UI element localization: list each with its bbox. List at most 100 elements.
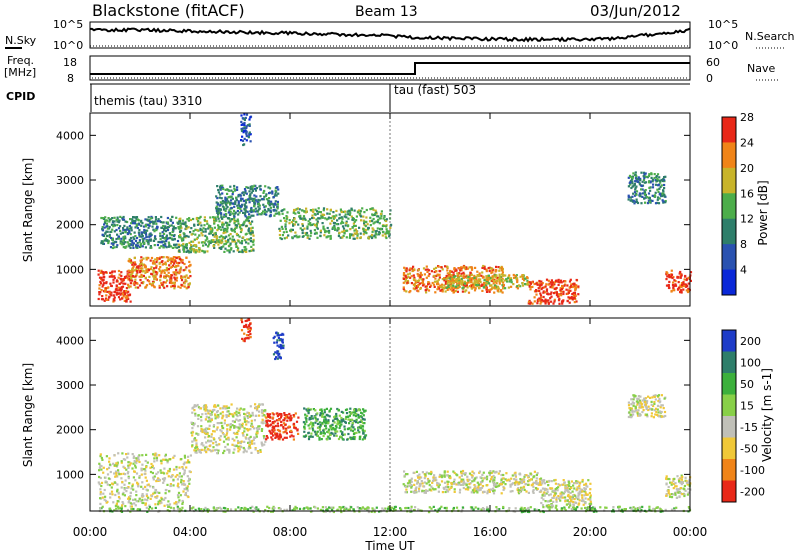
velocity-pixel [538, 483, 541, 486]
power-pixel [144, 246, 147, 249]
power-pixel [187, 286, 190, 289]
power-pixel [344, 213, 347, 216]
power-pixel [227, 234, 231, 237]
power-pixel [661, 194, 664, 198]
power-pixel [194, 251, 197, 254]
velocity-pixel [193, 439, 196, 442]
velocity-pixel [533, 470, 536, 473]
power-pixel [627, 194, 630, 197]
velocity-pixel [322, 434, 325, 438]
power-pixel [98, 284, 101, 287]
velocity-pixel [196, 425, 200, 428]
power-pixel [182, 239, 185, 242]
velocity-pixel [153, 460, 156, 463]
velocity-pixel [271, 438, 274, 441]
velocity-pixel [316, 422, 320, 426]
power-scatter-band [215, 184, 280, 218]
power-pixel [145, 258, 148, 261]
velocity-pixel [233, 425, 236, 428]
power-pixel [478, 272, 481, 275]
power-pixel [557, 283, 560, 286]
power-pixel [233, 216, 236, 219]
power-pixel [248, 123, 251, 126]
power-pixel [184, 278, 187, 281]
velocity-pixel [163, 479, 166, 482]
power-pixel [127, 273, 130, 276]
power-pixel [345, 216, 348, 219]
power-pixel [126, 232, 129, 236]
power-pixel [350, 215, 353, 218]
power-pixel [662, 201, 665, 204]
power-pixel [182, 246, 185, 249]
velocity-pixel [333, 428, 336, 431]
power-pixel [329, 222, 332, 225]
velocity-pixel [131, 467, 134, 470]
velocity-pixel [279, 347, 283, 350]
power-pixel [211, 240, 214, 243]
power-pixel [333, 224, 336, 227]
power-pixel [629, 179, 632, 182]
power-pixel [236, 188, 239, 191]
power-pixel [686, 277, 689, 280]
velocity-pixel [481, 473, 484, 476]
power-pixel [171, 230, 174, 233]
power-pixel [566, 284, 569, 287]
power-pixel [131, 279, 134, 282]
velocity-pixel [155, 472, 158, 475]
velocity-pixel [482, 471, 485, 474]
power-pixel [148, 235, 151, 238]
power-pixel [170, 237, 173, 240]
power-pixel [153, 267, 156, 270]
velocity-pixel [221, 411, 224, 414]
velocity-pixel [136, 483, 139, 486]
velocity-pixel [471, 480, 474, 483]
power-pixel [346, 229, 349, 232]
power-pixel [165, 246, 168, 249]
power-pixel [152, 282, 155, 285]
velocity-pixel [240, 446, 243, 449]
power-pixel [129, 243, 132, 246]
velocity-pixel [186, 485, 189, 488]
velocity-pixel [99, 497, 102, 500]
power-pixel [502, 281, 505, 284]
velocity-pixel [204, 407, 207, 410]
velocity-pixel [226, 448, 229, 451]
power-pixel [173, 273, 176, 276]
power-pixel [436, 288, 439, 291]
power-pixel [350, 207, 353, 210]
power-pixel [213, 246, 216, 249]
velocity-pixel [462, 472, 465, 475]
power-pixel [342, 234, 345, 237]
power-pixel [139, 235, 142, 238]
velocity-pixel [335, 414, 338, 418]
power-pixel [662, 189, 665, 192]
power-pixel [182, 247, 185, 250]
power-pixel [299, 214, 302, 217]
power-pixel [315, 218, 318, 221]
power-pixel [572, 282, 575, 286]
power-pixel [180, 222, 183, 225]
power-pixel [267, 207, 270, 211]
velocity-pixel [276, 428, 279, 432]
velocity-pixel [324, 424, 327, 428]
velocity-pixel [518, 472, 521, 475]
velocity-pixel [251, 411, 254, 414]
velocity-pixel [309, 408, 313, 411]
velocity-pixel [323, 432, 326, 435]
power-pixel [110, 242, 113, 245]
power-pixel [296, 236, 299, 239]
velocity-pixel [159, 469, 162, 472]
velocity-pixel [134, 466, 137, 469]
velocity-pixel [249, 328, 252, 331]
velocity-pixel [130, 505, 133, 508]
velocity-pixel [305, 418, 308, 421]
power-pixel [120, 237, 123, 240]
power-pixel [322, 213, 326, 216]
power-pixel [217, 225, 221, 228]
velocity-pixel [209, 420, 212, 423]
power-pixel [160, 226, 163, 229]
velocity-pixel [115, 462, 118, 465]
power-pixel [290, 221, 294, 224]
velocity-pixel [200, 419, 203, 422]
velocity-pixel [314, 433, 317, 436]
